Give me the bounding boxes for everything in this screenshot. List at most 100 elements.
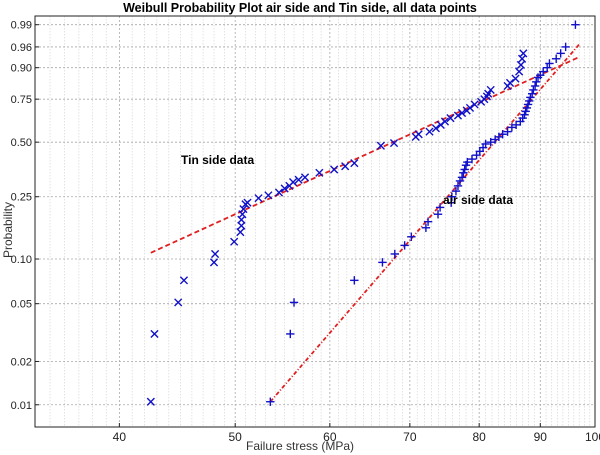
data-points [146, 20, 580, 406]
air-side-point [447, 192, 457, 201]
tin-side-point [209, 258, 219, 267]
air-side-annotation: air side data [443, 193, 514, 207]
x-tick-label: 50 [229, 430, 243, 444]
x-tick-label: 100 [585, 430, 600, 444]
y-tick-label: 0.25 [11, 192, 32, 204]
y-tick-label: 0.10 [11, 254, 32, 266]
x-tick-label: 70 [403, 430, 417, 444]
y-axis: 0.01 0.02 0.05 0.10 0.25 0.50 0.75 0.90 0.96 0.99 [11, 20, 39, 412]
air-side-point [511, 120, 521, 130]
tin-side-point [484, 89, 493, 98]
chart-title: Weibull Probability Plot air side and Ti… [123, 1, 477, 15]
tin-side-point [519, 49, 528, 58]
tin-side-point [243, 198, 252, 207]
tin-side-point [457, 108, 467, 118]
air-side-point [526, 93, 535, 102]
tin-side-point [470, 100, 479, 109]
air-side-point [486, 137, 495, 147]
tin-side-point [280, 184, 289, 193]
air-side-point [467, 154, 477, 164]
air-side-point [530, 81, 540, 91]
y-tick-label: 0.05 [11, 299, 32, 311]
tin-side-point [230, 237, 239, 246]
tin-side-point [300, 173, 310, 182]
x-tick-label: 90 [534, 430, 548, 444]
tin-side-point [425, 127, 434, 136]
tin-side-point [236, 228, 245, 237]
air-side-point [350, 276, 359, 285]
tin-side-point [453, 111, 463, 120]
air-side-point [525, 96, 534, 106]
x-axis: 40 50 60 70 80 90 100 [113, 423, 600, 444]
tin-side-point [294, 175, 303, 184]
air-side-point [507, 123, 517, 132]
tin-side-point [239, 204, 248, 214]
air-side-point [390, 249, 400, 259]
tin-side-point [389, 138, 399, 148]
tin-side-point [288, 178, 298, 187]
tin-side-point [505, 78, 515, 88]
y-tick-label: 0.75 [11, 94, 32, 106]
y-tick-label: 0.02 [11, 356, 32, 368]
tin-side-point [315, 168, 324, 177]
air-side-point [545, 59, 554, 68]
tin-side-point [210, 249, 220, 259]
tin-side-point [264, 191, 273, 200]
y-tick-label: 0.01 [11, 400, 32, 412]
y-tick-label: 0.50 [11, 137, 32, 149]
tin-side-point [414, 130, 423, 139]
y-tick-label: 0.99 [11, 20, 32, 32]
air-side-point [561, 42, 570, 52]
air-side-point [556, 49, 565, 58]
y-tick-label: 0.96 [11, 42, 32, 54]
grid-lines [35, 16, 596, 427]
air-side-point [455, 176, 465, 186]
air-side-point [286, 329, 295, 339]
tin-side-annotation: Tin side data [181, 153, 255, 167]
tin-side-point [350, 159, 359, 168]
air-side-point [463, 157, 472, 167]
fit-lines [150, 43, 580, 403]
air-side-point [453, 181, 463, 191]
x-axis-label: Failure stress (MPa) [245, 439, 355, 453]
air-side-point [433, 210, 443, 219]
tin-side-point [465, 103, 475, 113]
tin-side-fit-line [150, 56, 580, 254]
tin-side-point [440, 117, 450, 126]
air-side-point [538, 67, 548, 76]
x-tick-label: 40 [113, 430, 127, 444]
tin-side-point [431, 124, 440, 133]
tin-side-point [174, 298, 183, 307]
air-side-point [481, 139, 490, 149]
tin-side-point [237, 221, 246, 230]
tin-side-point [376, 141, 385, 150]
tin-side-point [274, 188, 284, 197]
air-side-point [542, 63, 552, 72]
tin-side-point [446, 114, 455, 123]
air-side-point [289, 298, 299, 307]
air-side-point [435, 203, 445, 212]
tin-side-point [486, 85, 495, 95]
air-side-point [527, 89, 537, 98]
air-side-point [529, 85, 538, 95]
air-side-point [407, 232, 416, 241]
air-side-point [421, 223, 431, 232]
air-side-point [451, 186, 461, 196]
air-side-point [523, 100, 533, 109]
y-tick-label: 0.90 [11, 63, 32, 75]
air-side-point [266, 397, 275, 406]
tin-side-point [179, 276, 189, 285]
tin-side-point [254, 194, 263, 203]
plot-area-frame [34, 15, 596, 428]
air-side-point [423, 217, 433, 226]
x-tick-label: 60 [323, 430, 337, 444]
tin-side-point [515, 67, 524, 76]
tin-side-point [516, 60, 526, 70]
air-side-point [503, 127, 512, 136]
air-side-point [571, 20, 580, 29]
y-axis-label: Probability [1, 201, 15, 259]
air-side-point [552, 54, 561, 63]
tin-side-point [150, 329, 159, 339]
air-side-point [378, 258, 387, 267]
air-side-point [400, 241, 409, 250]
